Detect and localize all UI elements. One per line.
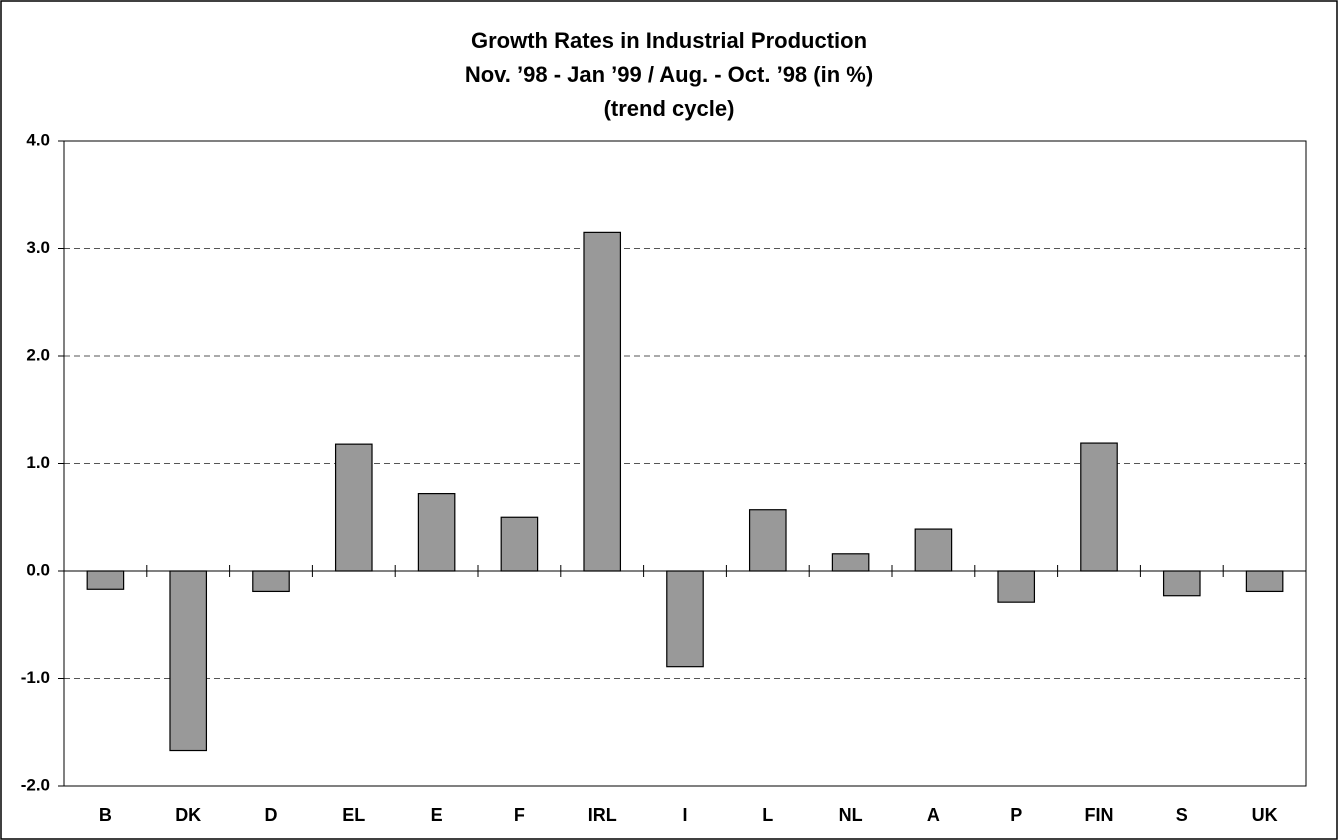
x-tick-label: E bbox=[431, 805, 443, 825]
y-tick-label: 4.0 bbox=[26, 130, 50, 149]
y-tick-label: 3.0 bbox=[26, 238, 50, 257]
chart-subtitle: (trend cycle) bbox=[604, 96, 735, 121]
bar bbox=[500, 516, 539, 572]
x-tick-label: L bbox=[762, 805, 773, 825]
y-tick-label: 2.0 bbox=[26, 345, 50, 364]
bar bbox=[252, 570, 290, 593]
bar bbox=[334, 443, 373, 572]
bar bbox=[666, 570, 704, 668]
x-tick-label: IRL bbox=[588, 805, 617, 825]
bar bbox=[86, 570, 125, 590]
x-tick-label: A bbox=[927, 805, 940, 825]
bar bbox=[1245, 570, 1284, 593]
bar bbox=[583, 231, 622, 572]
x-tick-label: S bbox=[1176, 805, 1188, 825]
plot-area bbox=[63, 140, 1307, 787]
x-tick-label: FIN bbox=[1085, 805, 1114, 825]
y-tick-label: -2.0 bbox=[21, 775, 50, 794]
y-tick-label: 1.0 bbox=[26, 453, 50, 472]
chart-title: Growth Rates in Industrial Production bbox=[471, 28, 867, 53]
x-tick-label: B bbox=[99, 805, 112, 825]
bar bbox=[914, 528, 953, 572]
x-tick-label: F bbox=[514, 805, 525, 825]
x-tick-label: I bbox=[682, 805, 687, 825]
bar bbox=[169, 570, 208, 752]
bar bbox=[417, 493, 456, 572]
bar bbox=[748, 509, 787, 572]
x-tick-label: EL bbox=[342, 805, 365, 825]
x-tick-label: P bbox=[1010, 805, 1022, 825]
bar bbox=[831, 553, 870, 572]
y-tick-label: 0.0 bbox=[26, 560, 50, 579]
x-tick-label: DK bbox=[175, 805, 201, 825]
bar bbox=[997, 570, 1036, 603]
y-tick-label: -1.0 bbox=[21, 668, 50, 687]
bar bbox=[1080, 442, 1118, 572]
chart-subtitle: Nov. ’98 - Jan ’99 / Aug. - Oct. ’98 (in… bbox=[465, 62, 873, 87]
x-tick-label: UK bbox=[1252, 805, 1278, 825]
x-tick-label: D bbox=[265, 805, 278, 825]
x-tick-label: NL bbox=[839, 805, 863, 825]
bar bbox=[1162, 570, 1201, 597]
